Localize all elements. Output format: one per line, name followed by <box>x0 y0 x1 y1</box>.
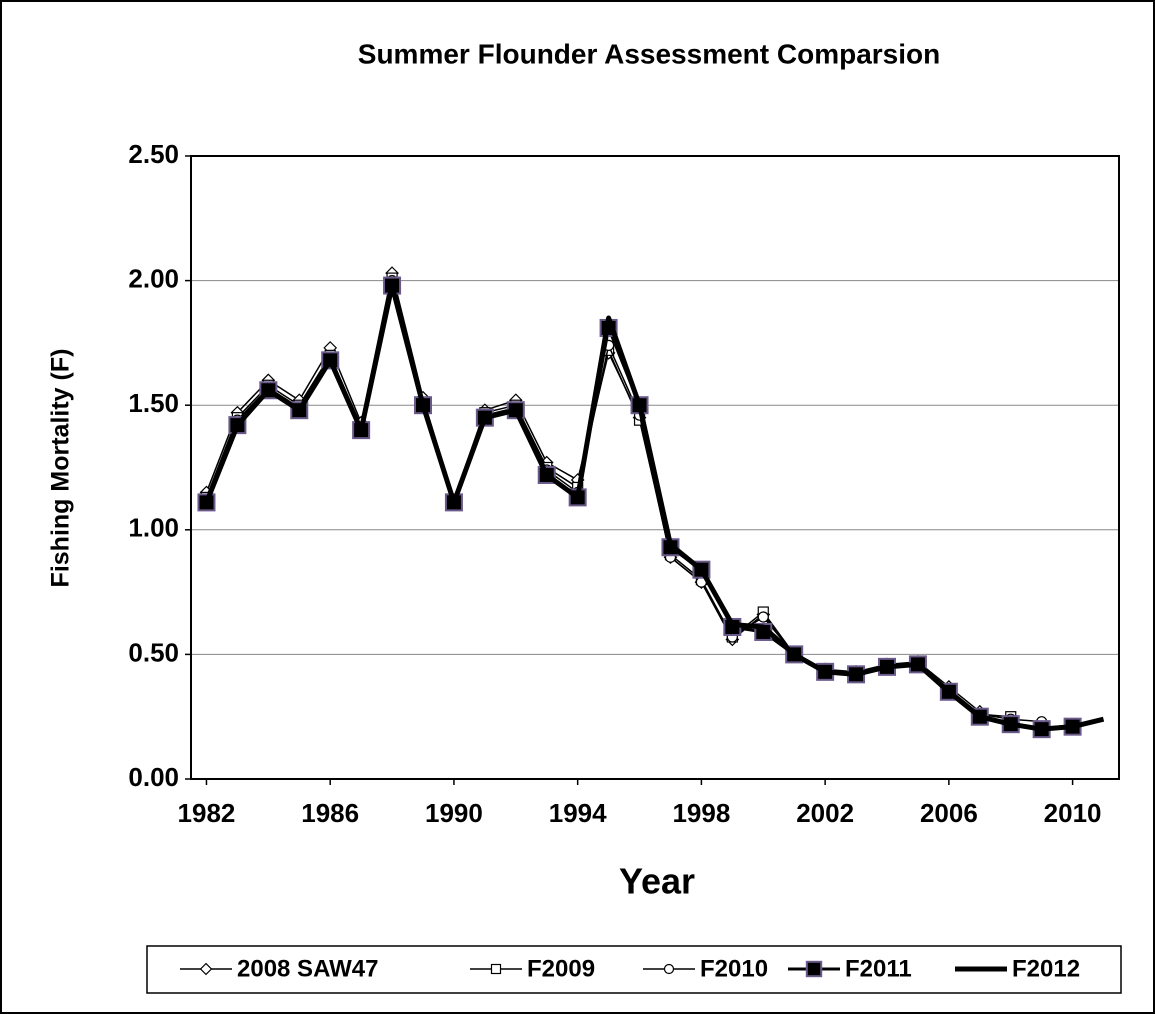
legend-marker <box>663 963 675 975</box>
legend-label: F2009 <box>527 955 595 982</box>
legend-marker <box>490 963 502 975</box>
x-tick-label: 2006 <box>920 798 978 828</box>
y-axis-label: Fishing Mortality (F) <box>47 349 75 588</box>
marker <box>757 611 769 623</box>
y-tick-label: 0.50 <box>128 637 179 667</box>
legend-marker <box>805 960 823 978</box>
series-line <box>204 283 1105 732</box>
legend-marker <box>199 962 213 976</box>
x-tick-label: 2010 <box>1044 798 1102 828</box>
chart-title: Summer Flounder Assessment Comparsion <box>358 38 940 69</box>
x-tick-label: 1994 <box>549 798 607 828</box>
x-tick-label: 2002 <box>796 798 854 828</box>
legend-label: 2008 SAW47 <box>237 955 378 982</box>
x-tick-label: 1998 <box>672 798 730 828</box>
y-tick-label: 2.00 <box>128 263 179 293</box>
x-axis-label: Year <box>619 861 695 902</box>
legend-label: F2010 <box>700 955 768 982</box>
y-tick-label: 0.00 <box>128 762 179 792</box>
legend-label: F2012 <box>1012 955 1080 982</box>
y-tick-label: 1.00 <box>128 513 179 543</box>
x-tick-label: 1990 <box>425 798 483 828</box>
x-tick-label: 1982 <box>178 798 236 828</box>
y-tick-label: 1.50 <box>128 388 179 418</box>
x-tick-label: 1986 <box>301 798 359 828</box>
y-tick-label: 2.50 <box>128 139 179 169</box>
legend-label: F2011 <box>845 955 912 982</box>
plot-area <box>190 155 1120 780</box>
